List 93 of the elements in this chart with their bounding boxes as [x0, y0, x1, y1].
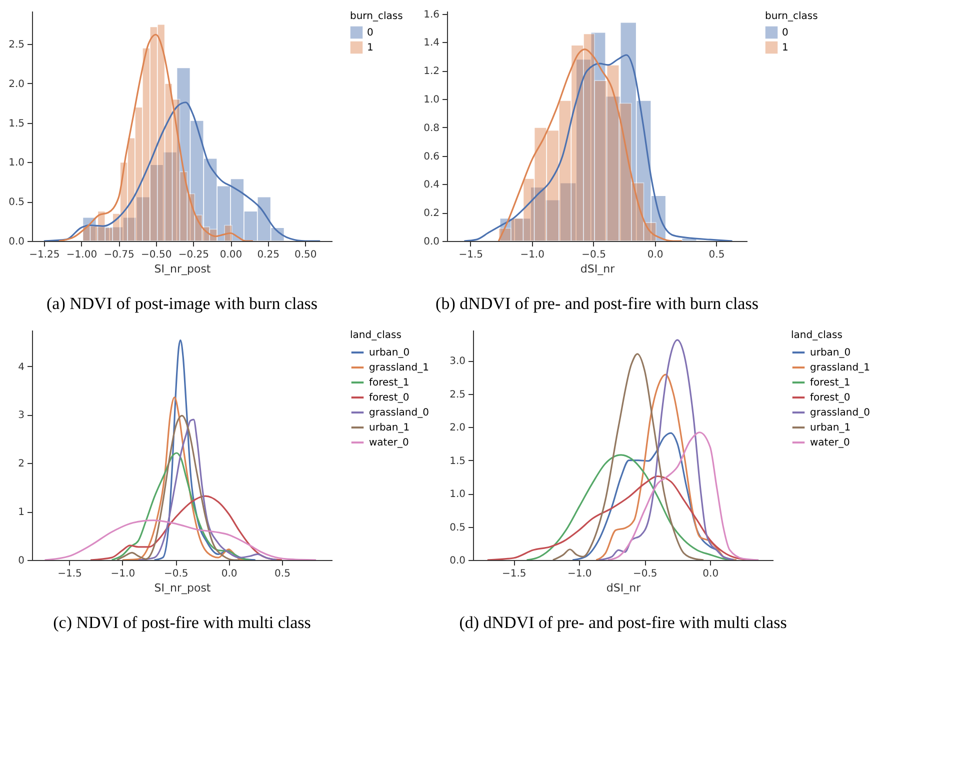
x-tick-label: 0.5 — [708, 250, 725, 260]
y-tick-label: 1.0 — [8, 158, 24, 169]
x-tick-label: −0.50 — [141, 250, 172, 260]
line-series — [598, 339, 734, 560]
x-axis-title: dSI_nr — [580, 262, 616, 276]
legend-label: grassland_0 — [369, 408, 429, 418]
x-tick-label: 0.50 — [294, 250, 317, 260]
legend-label: water_0 — [810, 438, 850, 448]
x-tick-label: −0.75 — [104, 250, 134, 260]
legend-label: grassland_1 — [810, 362, 870, 374]
line-series — [90, 495, 283, 560]
x-axis-title: SI_nr_post — [154, 262, 212, 276]
legend-label: urban_1 — [369, 422, 410, 434]
y-tick-label: 0.5 — [8, 197, 24, 208]
y-tick-label: 0.6 — [424, 151, 440, 162]
legend-title: burn_class — [765, 11, 818, 22]
x-tick-label: 0.5 — [274, 568, 290, 580]
y-tick-label: 0.4 — [424, 180, 440, 191]
x-tick-label: −1.5 — [458, 250, 484, 260]
y-tick-label: 2 — [18, 458, 24, 470]
line-series — [607, 432, 760, 560]
x-tick-label: −1.0 — [520, 250, 544, 260]
line-series — [110, 452, 251, 560]
legend-label: grassland_0 — [810, 408, 870, 418]
y-tick-label: 4 — [18, 362, 24, 373]
line-series — [116, 414, 240, 560]
x-tick-label: −1.25 — [29, 250, 60, 260]
line-series — [552, 353, 704, 560]
x-tick-label: −1.5 — [502, 568, 526, 580]
y-tick-label: 1.5 — [8, 118, 24, 130]
y-tick-label: 1.2 — [424, 66, 440, 78]
x-tick-label: −0.25 — [178, 250, 210, 260]
y-tick-label: 1.6 — [424, 9, 440, 20]
x-tick-label: −1.5 — [58, 568, 82, 580]
line-series — [526, 454, 731, 560]
line-series — [463, 54, 734, 241]
y-tick-label: 0.0 — [8, 236, 24, 248]
legend-label: forest_0 — [810, 392, 850, 404]
x-tick-label: −0.5 — [164, 568, 188, 580]
line-series — [122, 396, 246, 560]
line-series — [138, 418, 278, 560]
legend-label: 1 — [367, 42, 374, 54]
legend-label: 0 — [367, 28, 374, 38]
y-tick-label: 0.0 — [450, 556, 466, 566]
y-tick-label: 2.5 — [450, 389, 466, 400]
legend-label: 1 — [782, 42, 788, 54]
legend-label: water_0 — [369, 438, 409, 448]
legend-label: 0 — [782, 28, 788, 38]
legend-label: forest_1 — [810, 378, 850, 388]
x-tick-label: −1.0 — [110, 568, 136, 580]
x-tick-label: −0.5 — [632, 568, 658, 580]
x-tick-label: 0.00 — [220, 250, 242, 260]
y-tick-label: 0.5 — [450, 522, 466, 534]
legend-label: forest_1 — [369, 378, 410, 388]
y-tick-label: 0 — [18, 556, 24, 566]
x-tick-label: −1.0 — [567, 568, 592, 580]
legend-label: urban_0 — [369, 348, 410, 358]
y-tick-label: 1.0 — [450, 489, 466, 500]
text: (b) dNDVI of pre- and post-fire with burn class — [436, 294, 758, 313]
x-axis-title: dSI_nr — [606, 582, 642, 594]
y-tick-label: 0.0 — [424, 236, 440, 248]
y-tick-label: 2.5 — [8, 40, 24, 51]
line-series — [595, 374, 738, 560]
text: (d) dNDVI of pre- and post-fire with multi class — [459, 613, 787, 632]
legend-title: land_class — [791, 330, 842, 341]
text: (a) NDVI of post-image with burn class — [46, 294, 318, 313]
y-tick-label: 0.2 — [424, 208, 440, 220]
line-series — [44, 519, 317, 560]
x-tick-label: −0.5 — [582, 250, 606, 260]
line-series — [154, 339, 256, 560]
x-tick-label: 0.0 — [647, 250, 664, 260]
y-tick-label: 1.0 — [424, 94, 440, 106]
legend-title: burn_class — [350, 11, 403, 22]
x-tick-label: 0.0 — [702, 568, 719, 580]
y-tick-label: 1.4 — [424, 38, 440, 49]
x-tick-label: 0.0 — [221, 568, 238, 580]
y-tick-label: 0.8 — [424, 122, 440, 134]
legend-label: grassland_1 — [369, 362, 429, 374]
y-tick-label: 2.0 — [450, 422, 466, 434]
legend-label: urban_0 — [810, 348, 851, 358]
text: (c) NDVI of post-fire with multi class — [53, 613, 311, 632]
y-tick-label: 3 — [18, 410, 24, 422]
y-tick-label: 1 — [18, 507, 24, 518]
legend-label: forest_0 — [369, 392, 410, 404]
legend-label: urban_1 — [810, 422, 851, 434]
y-tick-label: 3.0 — [450, 356, 466, 368]
legend-title: land_class — [350, 330, 402, 341]
x-tick-label: −1.00 — [66, 250, 98, 260]
x-axis-title: SI_nr_post — [154, 582, 212, 594]
y-tick-label: 1.5 — [450, 456, 466, 467]
y-tick-label: 2.0 — [8, 78, 24, 90]
line-series — [43, 102, 321, 241]
x-tick-label: 0.25 — [257, 250, 280, 260]
